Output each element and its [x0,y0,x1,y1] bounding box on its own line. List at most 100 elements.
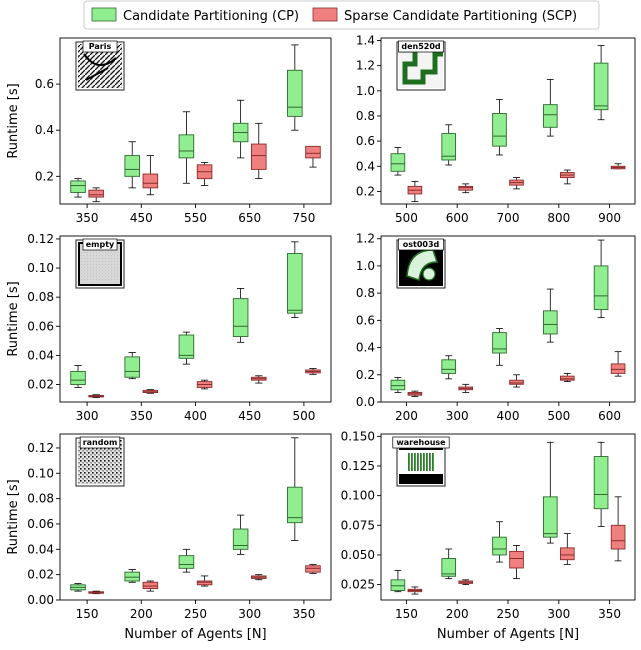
iqr-box [232,528,249,550]
y-tick-label: 0.06 [27,517,54,531]
y-tick-label: 0.08 [27,290,54,304]
cp-box [441,355,457,380]
iqr-box [124,571,140,582]
scp-box [610,496,626,562]
iqr-box [610,524,626,550]
scp-box [458,579,474,585]
cp-box [492,99,507,156]
y-tick-label: 0.12 [27,232,54,246]
scp-box [142,155,159,196]
scp-box [458,183,474,194]
iqr-box [390,153,406,172]
map-name-tag: warehouse [392,436,450,449]
map-thumbnail-Paris: Paris [75,40,125,91]
scp-box [407,390,423,397]
x-tick-label: 600 [446,211,469,225]
iqr-box [492,536,507,556]
scp-box [305,368,321,375]
y-tick-label: 0.4 [356,159,375,173]
iqr-box [441,558,457,577]
iqr-box [142,173,159,189]
scp-box [142,580,159,592]
scp-box [559,169,575,185]
svg-text:ost003d: ost003d [403,240,440,249]
x-tick-label: 700 [497,211,520,225]
legend-label-scp: Sparse Candidate Partitioning (SCP) [344,9,577,24]
cp-box [178,331,195,365]
y-tick-label: 0.00 [27,593,54,607]
svg-text:empty: empty [86,240,115,249]
scp-box [196,162,213,186]
iqr-box [232,298,249,337]
scp-box [559,373,575,382]
scp-box [88,187,104,203]
iqr-box [593,62,609,111]
x-tick-label: 350 [598,607,621,621]
scp-box [407,180,423,202]
y-tick-label: 0.04 [27,542,54,556]
map-thumbnail-den520d: den520d [396,40,446,91]
x-tick-label: 150 [76,607,99,621]
scp-box [610,351,626,377]
y-tick-label: 0.6 [35,77,54,91]
scp-box [196,379,213,390]
y-tick-label: 0.2 [356,184,375,198]
iqr-box [559,547,575,561]
legend-frame [83,0,600,30]
x-tick-label: 300 [547,607,570,621]
y-tick-label: 0.02 [27,378,54,392]
cp-box [542,79,558,137]
iqr-box [178,334,195,359]
x-tick-label: 450 [238,409,261,423]
x-tick-label: 350 [292,607,315,621]
iqr-box [124,356,140,378]
x-tick-label: 400 [497,409,520,423]
scp-box [251,122,267,180]
iqr-box [287,486,303,524]
iqr-box [390,379,406,391]
cp-box [232,99,249,159]
scp-box [509,177,524,190]
scp-box [509,374,524,388]
map-name-tag: random [79,436,121,449]
y-tick-label: 0.04 [27,348,54,362]
cp-box [542,441,558,544]
y-tick-label: 0.075 [341,518,375,532]
y-axis-label: Runtime [s] [6,281,21,356]
iqr-box [509,379,524,385]
x-tick-label: 400 [184,409,207,423]
scp-box [196,575,213,587]
x-axis-label: Number of Agents [N] [437,627,579,642]
legend-swatch-scp [312,7,338,22]
cp-box [390,377,406,393]
iqr-box [542,104,558,128]
x-axis-label: Number of Agents [N] [124,627,266,642]
map-name-tag: ost003d [398,238,444,251]
cp-box [124,569,140,583]
iqr-box [610,363,626,374]
y-tick-label: 0.6 [356,313,375,327]
cp-box [287,44,303,131]
y-tick-label: 0.12 [27,441,54,455]
iqr-box [88,189,104,198]
x-tick-label: 300 [446,409,469,423]
iqr-box [305,565,321,573]
x-tick-label: 200 [130,607,153,621]
y-tick-label: 0.4 [356,341,375,355]
y-tick-label: 0.0 [356,395,375,409]
iqr-box [509,550,524,569]
legend-swatch-cp [91,7,117,22]
y-tick-label: 1.2 [356,59,375,73]
y-tick-label: 0.050 [341,548,375,562]
y-tick-label: 0.4 [35,123,54,137]
cp-box [542,288,558,343]
x-tick-label: 250 [184,607,207,621]
y-tick-label: 0.10 [27,261,54,275]
legend-label-cp: Candidate Partitioning (CP) [123,9,299,24]
iqr-box [542,310,558,335]
y-tick-label: 1.4 [356,34,375,48]
scp-box [610,163,626,170]
scp-box [559,533,575,565]
